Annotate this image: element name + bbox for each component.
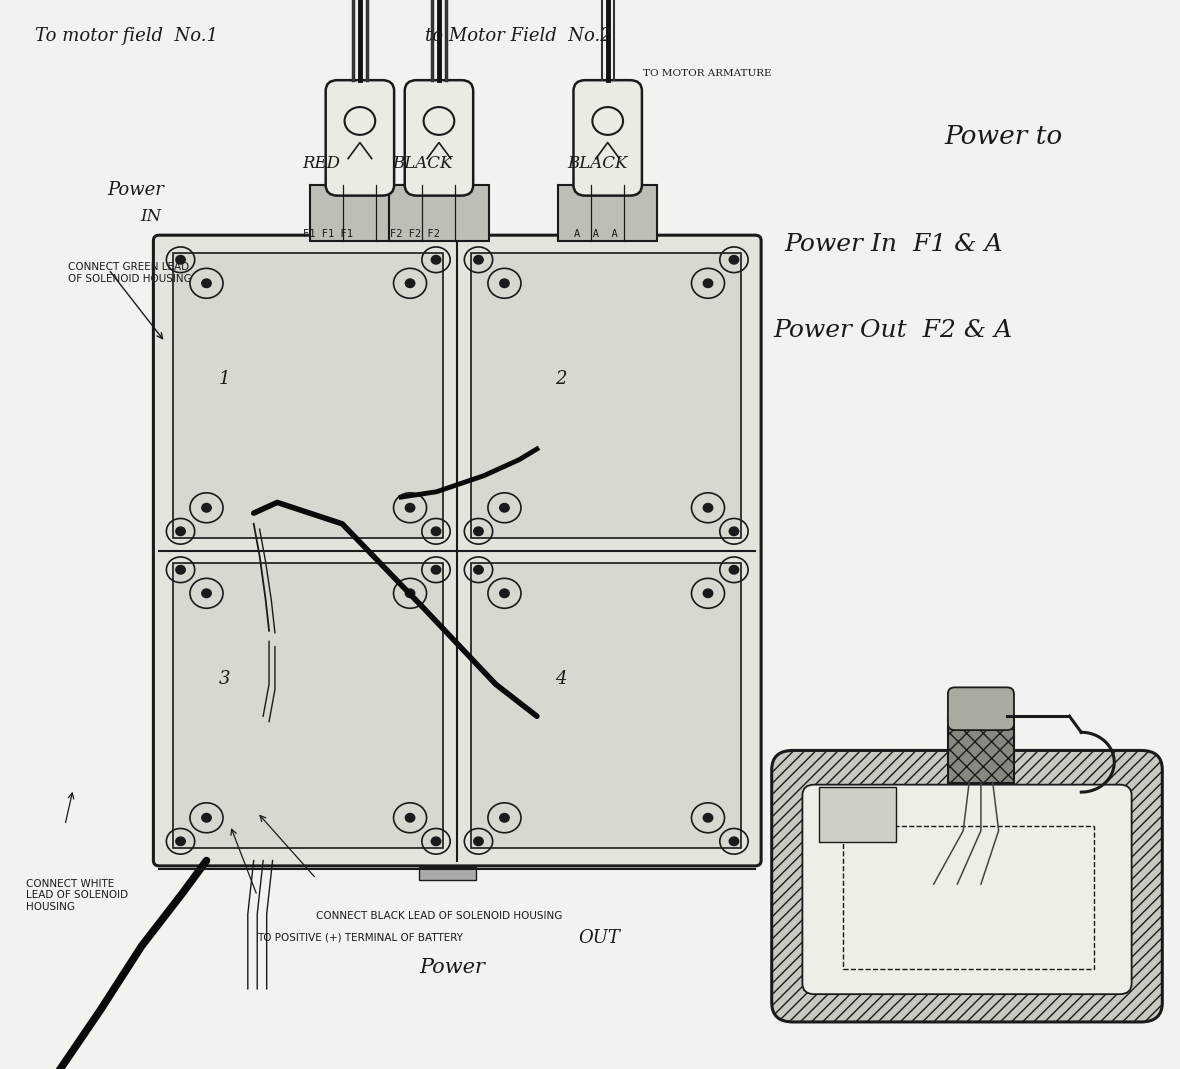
Text: BLACK: BLACK [566,155,628,172]
Text: to Motor Field  No.2: to Motor Field No.2 [425,27,611,45]
Text: Power: Power [107,181,164,199]
Circle shape [473,255,484,264]
Text: Power In  F1 & A: Power In F1 & A [785,233,1003,257]
Text: TO MOTOR ARMATURE: TO MOTOR ARMATURE [643,69,772,78]
Circle shape [406,503,415,512]
FancyBboxPatch shape [405,80,473,196]
Bar [173,253,444,538]
Circle shape [406,589,415,598]
Text: CONNECT GREEN LEAD
OF SOLENOID HOUSING: CONNECT GREEN LEAD OF SOLENOID HOUSING [68,262,192,283]
FancyBboxPatch shape [573,80,642,196]
Text: Power: Power [419,958,485,977]
Text: TO POSITIVE (+) TERMINAL OF BATTERY: TO POSITIVE (+) TERMINAL OF BATTERY [257,932,464,942]
Bar [819,787,896,842]
Circle shape [473,527,484,536]
Circle shape [202,279,211,288]
FancyBboxPatch shape [948,687,1014,730]
Text: To motor field  No.1: To motor field No.1 [35,27,218,45]
Circle shape [729,527,739,536]
Text: 3: 3 [218,670,230,687]
Text: OUT: OUT [578,929,620,947]
Text: CONNECT BLACK LEAD OF SOLENOID HOUSING: CONNECT BLACK LEAD OF SOLENOID HOUSING [316,911,563,920]
Circle shape [499,589,510,598]
Text: CONNECT WHITE
LEAD OF SOLENOID
HOUSING: CONNECT WHITE LEAD OF SOLENOID HOUSING [26,879,129,912]
FancyBboxPatch shape [326,80,394,196]
FancyBboxPatch shape [153,235,761,866]
Circle shape [431,566,441,574]
Text: IN: IN [140,208,162,226]
Circle shape [202,589,211,598]
Circle shape [729,837,739,846]
Bar [948,716,1014,783]
Circle shape [473,837,484,846]
Text: F1 F1 F1: F1 F1 F1 [303,229,353,239]
FancyBboxPatch shape [802,785,1132,994]
Bar [419,867,476,880]
Circle shape [703,589,713,598]
Circle shape [176,255,185,264]
Circle shape [431,837,441,846]
Text: RED: RED [302,155,340,172]
Circle shape [431,527,441,536]
Circle shape [703,503,713,512]
Circle shape [499,814,510,822]
Circle shape [473,566,484,574]
Text: Power Out  F2 & A: Power Out F2 & A [773,319,1012,342]
Circle shape [703,279,713,288]
Circle shape [406,279,415,288]
Bar [310,185,409,241]
Circle shape [431,255,441,264]
Bar [173,563,444,848]
Text: Power to: Power to [944,124,1062,150]
Text: BLACK: BLACK [392,155,453,172]
Circle shape [729,255,739,264]
Circle shape [202,814,211,822]
Bar [472,253,741,538]
Circle shape [406,814,415,822]
Circle shape [176,566,185,574]
Circle shape [499,279,510,288]
Circle shape [176,837,185,846]
Circle shape [499,503,510,512]
Circle shape [202,503,211,512]
Circle shape [703,814,713,822]
Circle shape [176,527,185,536]
Bar [558,185,657,241]
Text: 4: 4 [555,670,566,687]
Bar [389,185,489,241]
Text: A  A  A: A A A [573,229,618,239]
Text: 1: 1 [218,371,230,388]
Circle shape [729,566,739,574]
Text: F2 F2 F2: F2 F2 F2 [391,229,440,239]
Bar [843,826,1094,969]
Text: 2: 2 [555,371,566,388]
Bar [472,563,741,848]
FancyBboxPatch shape [772,750,1162,1022]
